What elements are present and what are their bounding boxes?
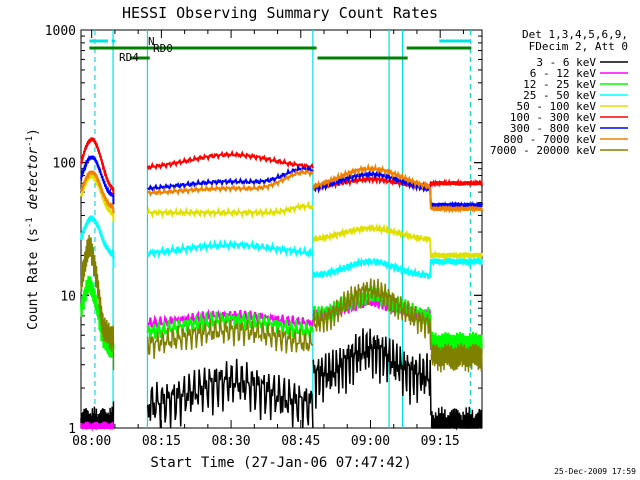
- series-line: [146, 149, 314, 172]
- x-axis-label: Start Time (27-Jan-06 07:47:42): [150, 455, 411, 471]
- axis-ticks: [81, 29, 482, 429]
- series-line: [312, 278, 432, 347]
- legend-label: 6 - 12 keV: [530, 67, 597, 80]
- y-axis-label: Count Rate (s-1 detector-1): [25, 128, 41, 330]
- series-line: [430, 204, 483, 214]
- y-axis-label-sup2: -1: [25, 136, 35, 147]
- legend-label: 12 - 25 keV: [523, 78, 596, 91]
- legend-label: 25 - 50 keV: [523, 89, 596, 102]
- legend: Det 1,3,4,5,6,9,FDecim 2, Att 0 3 - 6 keV…: [490, 28, 628, 157]
- legend-label: 7000 - 20000 keV: [490, 144, 596, 157]
- y-tick-label: 10: [60, 289, 76, 304]
- series-line: [430, 343, 483, 373]
- series-line: [146, 238, 314, 260]
- series-line: [312, 168, 432, 206]
- series-line: [146, 168, 314, 198]
- x-tick-label: 08:00: [72, 434, 111, 449]
- legend-label: 3 - 6 keV: [536, 56, 596, 69]
- y-axis-label-mid: detector: [26, 147, 41, 218]
- series-line: [146, 358, 314, 429]
- series-line: [313, 222, 432, 259]
- series-line: [80, 137, 115, 197]
- series-line: [312, 162, 432, 210]
- y-axis-label-end: ): [26, 128, 41, 136]
- x-tick-label: 08:45: [281, 434, 320, 449]
- flag-label-rd0: RD0: [153, 42, 173, 55]
- x-tick-label: 09:00: [351, 434, 390, 449]
- y-tick-label: 100: [53, 157, 76, 172]
- series-line: [147, 164, 314, 192]
- legend-header: FDecim 2, Att 0: [529, 40, 628, 53]
- legend-label: 800 - 7000 keV: [503, 133, 596, 146]
- plot-frame: [80, 29, 483, 429]
- x-tick-label: 09:15: [421, 434, 460, 449]
- legend-label: 50 - 100 keV: [517, 100, 597, 113]
- x-tick-label: 08:30: [212, 434, 251, 449]
- series-line: [146, 200, 314, 220]
- y-tick-label: 1000: [45, 24, 76, 39]
- series-line: [80, 234, 115, 371]
- legend-label: 300 - 800 keV: [510, 122, 596, 135]
- series-line: [312, 256, 432, 279]
- series-line: [146, 317, 313, 359]
- series-line: [430, 200, 483, 211]
- legend-label: 100 - 300 keV: [510, 111, 596, 124]
- series-line: [430, 256, 483, 268]
- series-line: [80, 154, 115, 205]
- series-line: [80, 215, 115, 268]
- y-tick-label: 1: [68, 422, 76, 437]
- flag-label-rd4: RD4: [119, 51, 139, 64]
- x-tick-labels: 08:00 08:15 08:30 08:45 09:00 09:15: [72, 434, 460, 449]
- x-tick-label: 08:15: [142, 434, 181, 449]
- legend-header: Det 1,3,4,5,6,9,: [522, 28, 628, 41]
- y-axis-label-main: Count Rate (s: [26, 228, 41, 330]
- flag-label-n: N: [148, 35, 155, 48]
- series-group: [80, 137, 483, 432]
- flag-bars: [89, 39, 472, 60]
- y-axis-label-sup1: -1: [25, 217, 35, 228]
- series-line: [430, 178, 483, 188]
- chart-title: HESSI Observing Summary Count Rates: [122, 4, 438, 22]
- y-tick-labels: 1 10 100 1000: [45, 24, 76, 437]
- footer-date: 25-Dec-2009 17:59: [554, 467, 636, 476]
- series-line: [430, 249, 483, 262]
- series-line: [312, 328, 432, 416]
- series-line: [80, 421, 114, 432]
- series-line: [80, 170, 115, 214]
- series-line: [430, 406, 482, 431]
